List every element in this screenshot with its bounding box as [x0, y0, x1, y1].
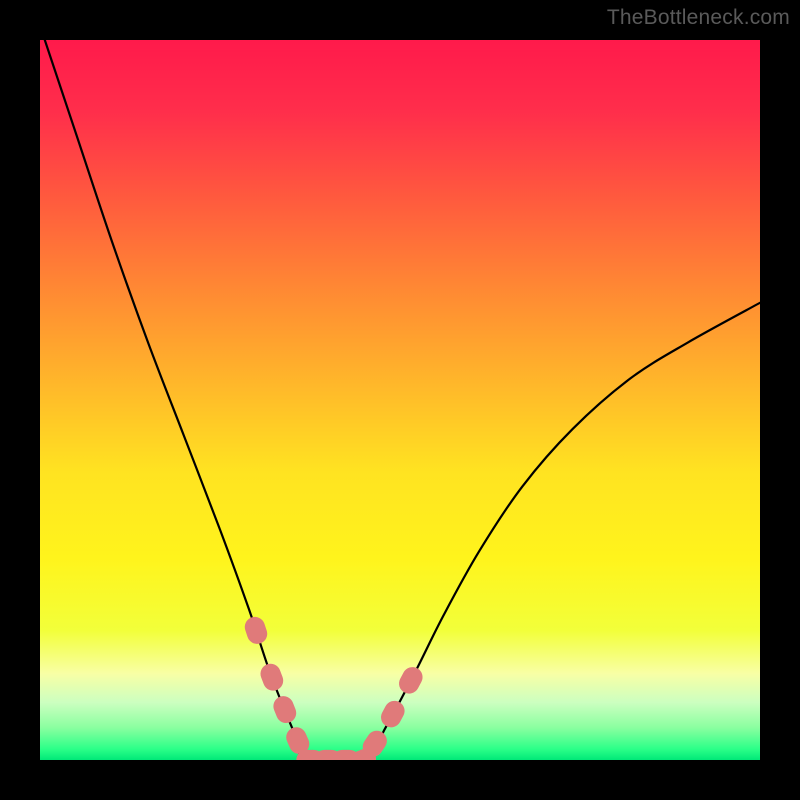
- chart-stage: TheBottleneck.com: [0, 0, 800, 800]
- gradient-plot-area: [40, 40, 760, 760]
- bottleneck-chart-svg: [0, 0, 800, 800]
